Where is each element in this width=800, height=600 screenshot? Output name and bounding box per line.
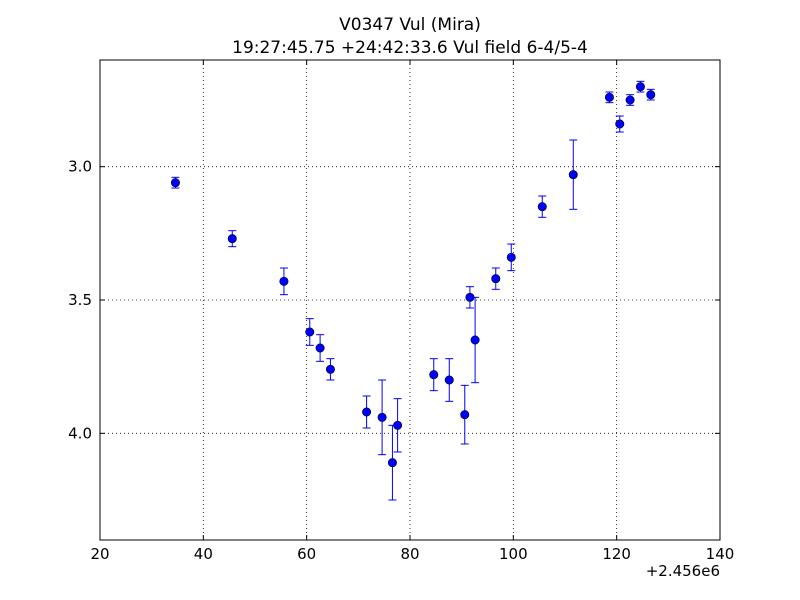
x-tick-label: 80 (400, 545, 419, 563)
chart-subtitle: 19:27:45.75 +24:42:33.6 Vul field 6-4/5-… (232, 38, 588, 58)
data-point (387, 458, 397, 468)
x-tick-labels: 20 40 60 80 100 120 140 (90, 545, 734, 563)
data-point (429, 370, 439, 380)
axis-ticks (99, 60, 721, 540)
x-tick-label: 100 (499, 545, 528, 563)
data-point (470, 335, 480, 345)
data-point (377, 412, 387, 422)
data-point (635, 82, 645, 92)
x-tick-label: 20 (90, 545, 109, 563)
data-point (444, 375, 454, 385)
data-point (227, 234, 237, 244)
data-point (465, 292, 475, 302)
data-point (625, 95, 635, 105)
data-point (170, 178, 180, 188)
data-point (325, 364, 335, 374)
x-tick-label: 40 (194, 545, 213, 563)
data-point (568, 170, 578, 180)
data-point (537, 202, 547, 212)
data-point (646, 90, 656, 100)
data-point (506, 252, 516, 262)
data-point (615, 119, 625, 129)
chart-title: V0347 Vul (Mira) (339, 15, 481, 35)
y-tick-labels: 3.0 3.5 4.0 (68, 158, 92, 443)
data-point (393, 420, 403, 430)
data-point (315, 343, 325, 353)
data-point (604, 92, 614, 102)
error-bars (171, 80, 655, 501)
x-tick-label: 140 (706, 545, 735, 563)
x-tick-label: 120 (602, 545, 631, 563)
data-point (305, 327, 315, 337)
grid (100, 60, 720, 540)
data-point (279, 276, 289, 286)
x-offset-label: +2.456e6 (646, 562, 720, 580)
y-tick-label: 3.5 (68, 291, 92, 309)
y-tick-label: 3.0 (68, 158, 92, 176)
data-point (460, 410, 470, 420)
data-points (170, 82, 656, 468)
y-tick-label: 4.0 (68, 424, 92, 442)
data-point (491, 274, 501, 284)
data-point (362, 407, 372, 417)
x-tick-label: 60 (297, 545, 316, 563)
